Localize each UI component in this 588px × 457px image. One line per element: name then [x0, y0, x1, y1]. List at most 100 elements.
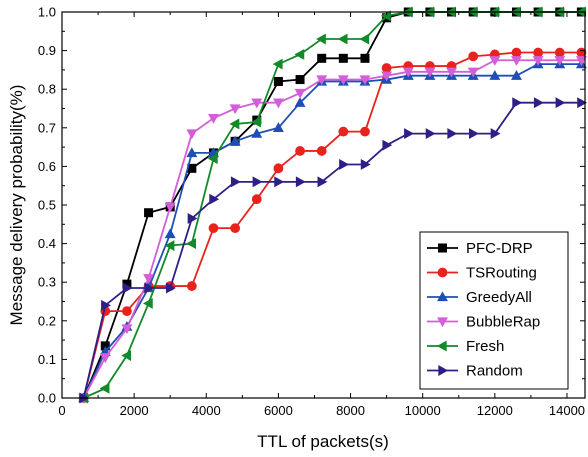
data-point-random: [447, 128, 458, 140]
data-point-fresh: [99, 382, 110, 394]
data-point-tsrouting: [273, 163, 284, 174]
data-point-pfc-drp: [295, 75, 305, 85]
x-tick-label: 6000: [264, 403, 293, 418]
data-point-random: [122, 282, 133, 294]
data-point-fresh: [251, 116, 261, 128]
data-point-random: [252, 176, 263, 188]
legend-label: PFC-DRP: [466, 240, 533, 257]
data-point-bubblerap: [186, 129, 198, 140]
legend-marker: [437, 267, 448, 278]
legend-label: Random: [466, 363, 523, 380]
legend-marker: [438, 365, 449, 376]
data-point-random: [425, 128, 436, 140]
data-point-bubblerap: [489, 56, 501, 66]
data-point-bubblerap: [121, 324, 133, 335]
series-bubblerap: [78, 56, 587, 404]
data-point-bubblerap: [575, 56, 587, 66]
x-tick-label: 12000: [477, 403, 513, 418]
data-point-greedyall: [229, 135, 241, 146]
data-point-bubblerap: [554, 56, 566, 66]
legend-entry-bubblerap: BubbleRap: [427, 314, 540, 331]
data-point-bubblerap: [511, 56, 522, 66]
data-point-pfc-drp: [317, 53, 327, 63]
data-point-tsrouting: [230, 223, 241, 234]
data-point-greedyall: [251, 127, 263, 138]
data-point-random: [166, 282, 176, 294]
data-point-bubblerap: [272, 98, 284, 109]
legend-label: GreedyAll: [466, 289, 532, 306]
y-tick-label: 0.9: [38, 43, 56, 58]
data-point-tsrouting: [511, 47, 522, 58]
legend-entry-random: Random: [427, 363, 523, 380]
legend-label: Fresh: [466, 338, 504, 355]
data-point-bubblerap: [99, 353, 111, 364]
data-point-fresh: [272, 58, 283, 70]
data-point-tsrouting: [533, 47, 544, 58]
data-point-pfc-drp: [338, 53, 348, 63]
series-line-greedyall: [82, 63, 582, 399]
data-point-bubblerap: [424, 67, 436, 78]
legend-entry-pfc-drp: PFC-DRP: [427, 240, 533, 257]
data-point-bubblerap: [294, 88, 306, 99]
data-point-random: [469, 128, 479, 140]
data-point-bubblerap: [359, 75, 371, 86]
data-point-greedyall: [186, 147, 198, 158]
legend-box: [419, 231, 569, 390]
y-axis-title: Message delivery probability(%): [7, 85, 26, 326]
data-point-fresh: [316, 33, 326, 45]
data-point-random: [490, 128, 501, 140]
data-point-bubblerap: [337, 75, 349, 86]
data-point-tsrouting: [381, 63, 392, 73]
data-point-tsrouting: [468, 51, 479, 62]
data-point-tsrouting: [554, 47, 565, 58]
data-point-greedyall: [489, 70, 501, 80]
data-point-random: [382, 139, 393, 151]
data-point-greedyall: [511, 70, 522, 80]
y-tick-label: 0.8: [38, 82, 56, 97]
x-axis-title: TTL of packets(s): [257, 432, 389, 451]
data-point-tsrouting: [208, 223, 219, 234]
data-point-random: [577, 97, 588, 109]
data-point-random: [404, 128, 414, 140]
data-point-bubblerap: [402, 67, 414, 78]
x-tick-label: 0: [58, 403, 65, 418]
data-point-bubblerap: [446, 67, 457, 78]
data-point-bubblerap: [229, 104, 241, 115]
data-point-random: [209, 193, 220, 205]
data-point-tsrouting: [338, 126, 349, 137]
data-point-fresh: [164, 240, 175, 251]
legend-marker: [437, 317, 448, 328]
legend-entry-fresh: Fresh: [427, 338, 504, 355]
legend-entry-greedyall: GreedyAll: [427, 289, 532, 306]
data-point-fresh: [294, 49, 305, 60]
y-tick-label: 0.4: [38, 236, 56, 251]
data-point-random: [360, 159, 371, 170]
legend-marker: [437, 291, 448, 302]
data-point-fresh: [186, 238, 197, 250]
legend-label: BubbleRap: [466, 314, 540, 331]
x-tick-label: 8000: [336, 403, 365, 418]
chart-axes: 0 2000 4000 6000 8000 10000 12000 14000 0.0 0.1 0.…: [38, 5, 586, 418]
x-tick-label: 10000: [405, 403, 441, 418]
series-random: [79, 97, 588, 404]
data-point-tsrouting: [316, 146, 327, 156]
data-point-random: [144, 282, 155, 294]
y-tick-label: 0.3: [38, 275, 56, 290]
data-point-random: [230, 176, 241, 188]
data-point-tsrouting: [251, 194, 262, 205]
data-point-tsrouting: [186, 281, 197, 291]
data-point-tsrouting: [360, 126, 370, 137]
x-tick-label: 14000: [549, 403, 585, 418]
data-point-random: [555, 97, 566, 109]
data-point-fresh: [142, 297, 153, 309]
y-tick-label: 0.6: [38, 159, 56, 174]
data-point-bubblerap: [381, 71, 393, 82]
legend-label: TSRouting: [466, 265, 537, 282]
data-point-random: [187, 213, 198, 224]
x-tick-label: 2000: [120, 403, 149, 418]
legend-entry-tsrouting: TSRouting: [427, 265, 537, 282]
data-point-bubblerap: [208, 113, 219, 124]
y-tick-label: 0.2: [38, 313, 56, 328]
series-line-bubblerap: [82, 59, 582, 399]
data-point-pfc-drp: [144, 208, 154, 218]
